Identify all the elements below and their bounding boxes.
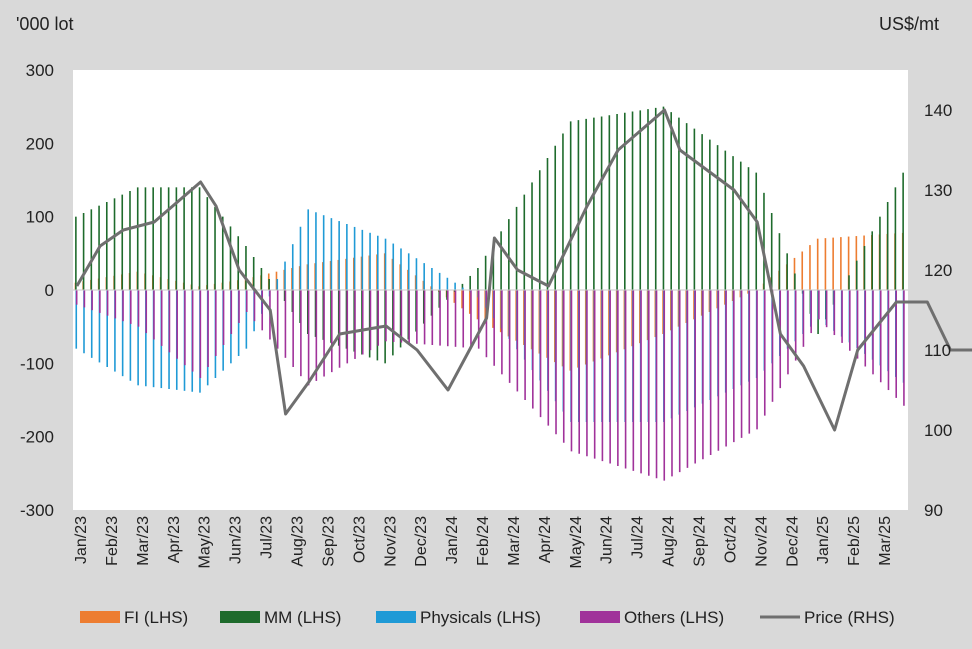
month-tick-label: Apr/23 bbox=[166, 516, 183, 563]
month-tick-label: Jan/25 bbox=[815, 516, 832, 564]
legend-swatch bbox=[580, 611, 620, 623]
month-tick-label: Jan/24 bbox=[444, 516, 461, 564]
month-tick-label: Aug/23 bbox=[290, 516, 307, 567]
month-tick-label: May/23 bbox=[197, 516, 214, 569]
month-tick-label: Jul/24 bbox=[630, 516, 647, 559]
month-tick-label: Nov/23 bbox=[382, 516, 399, 567]
legend-label: Physicals (LHS) bbox=[420, 608, 541, 627]
right-tick-label: 100 bbox=[924, 421, 952, 440]
legend: FI (LHS) MM (LHS) Physicals (LHS) Others (L… bbox=[80, 608, 895, 627]
legend-label: FI (LHS) bbox=[124, 608, 188, 627]
month-tick-label: Dec/23 bbox=[413, 516, 430, 567]
right-unit-label: US$/mt bbox=[879, 14, 939, 34]
left-tick-label: -200 bbox=[20, 428, 54, 447]
right-tick-label: 140 bbox=[924, 101, 952, 120]
month-tick-label: Feb/24 bbox=[475, 516, 492, 566]
left-tick-label: 0 bbox=[45, 281, 54, 300]
month-tick-label: Mar/23 bbox=[135, 516, 152, 566]
right-tick-label: 110 bbox=[924, 341, 951, 360]
month-tick-label: Nov/24 bbox=[753, 516, 770, 567]
month-tick-label: Jan/23 bbox=[73, 516, 90, 564]
month-tick-label: Jun/24 bbox=[599, 516, 616, 564]
month-tick-label: Feb/23 bbox=[104, 516, 121, 566]
left-unit-label: '000 lot bbox=[16, 14, 73, 34]
legend-label: Others (LHS) bbox=[624, 608, 724, 627]
left-tick-label: -300 bbox=[20, 501, 54, 520]
right-tick-label: 130 bbox=[924, 181, 952, 200]
left-axis: 300 200 100 0 -100 -200 -300 bbox=[20, 61, 54, 520]
price-line bbox=[75, 108, 972, 432]
month-tick-label: Feb/25 bbox=[846, 516, 863, 566]
month-tick-label: Jun/23 bbox=[228, 516, 245, 564]
left-tick-label: 300 bbox=[26, 61, 54, 80]
bar-layer bbox=[74, 106, 905, 481]
month-tick-label: Apr/24 bbox=[537, 516, 554, 563]
legend-swatch bbox=[80, 611, 120, 623]
x-axis: Jan/23 Feb/23 Mar/23 Apr/23 May/23 Jun/23 Jul/… bbox=[73, 516, 894, 569]
month-tick-label: Mar/25 bbox=[877, 516, 894, 566]
legend-swatch bbox=[376, 611, 416, 623]
month-tick-label: Sep/24 bbox=[692, 516, 709, 567]
month-tick-label: Oct/23 bbox=[351, 516, 368, 563]
month-tick-label: Mar/24 bbox=[506, 516, 523, 566]
month-tick-label: Dec/24 bbox=[784, 516, 801, 567]
month-tick-label: Jul/23 bbox=[259, 516, 276, 559]
right-axis: 140 130 120 110 100 90 bbox=[924, 101, 952, 520]
legend-swatch bbox=[220, 611, 260, 623]
month-tick-label: Sep/23 bbox=[320, 516, 337, 567]
month-tick-label: Oct/24 bbox=[722, 516, 739, 563]
right-tick-label: 120 bbox=[924, 261, 952, 280]
month-tick-label: Aug/24 bbox=[661, 516, 678, 567]
right-tick-label: 90 bbox=[924, 501, 943, 520]
legend-label: MM (LHS) bbox=[264, 608, 341, 627]
left-tick-label: 100 bbox=[26, 208, 54, 227]
month-tick-label: May/24 bbox=[568, 516, 585, 569]
left-tick-label: 200 bbox=[26, 134, 54, 153]
legend-label: Price (RHS) bbox=[804, 608, 895, 627]
left-tick-label: -100 bbox=[20, 354, 54, 373]
